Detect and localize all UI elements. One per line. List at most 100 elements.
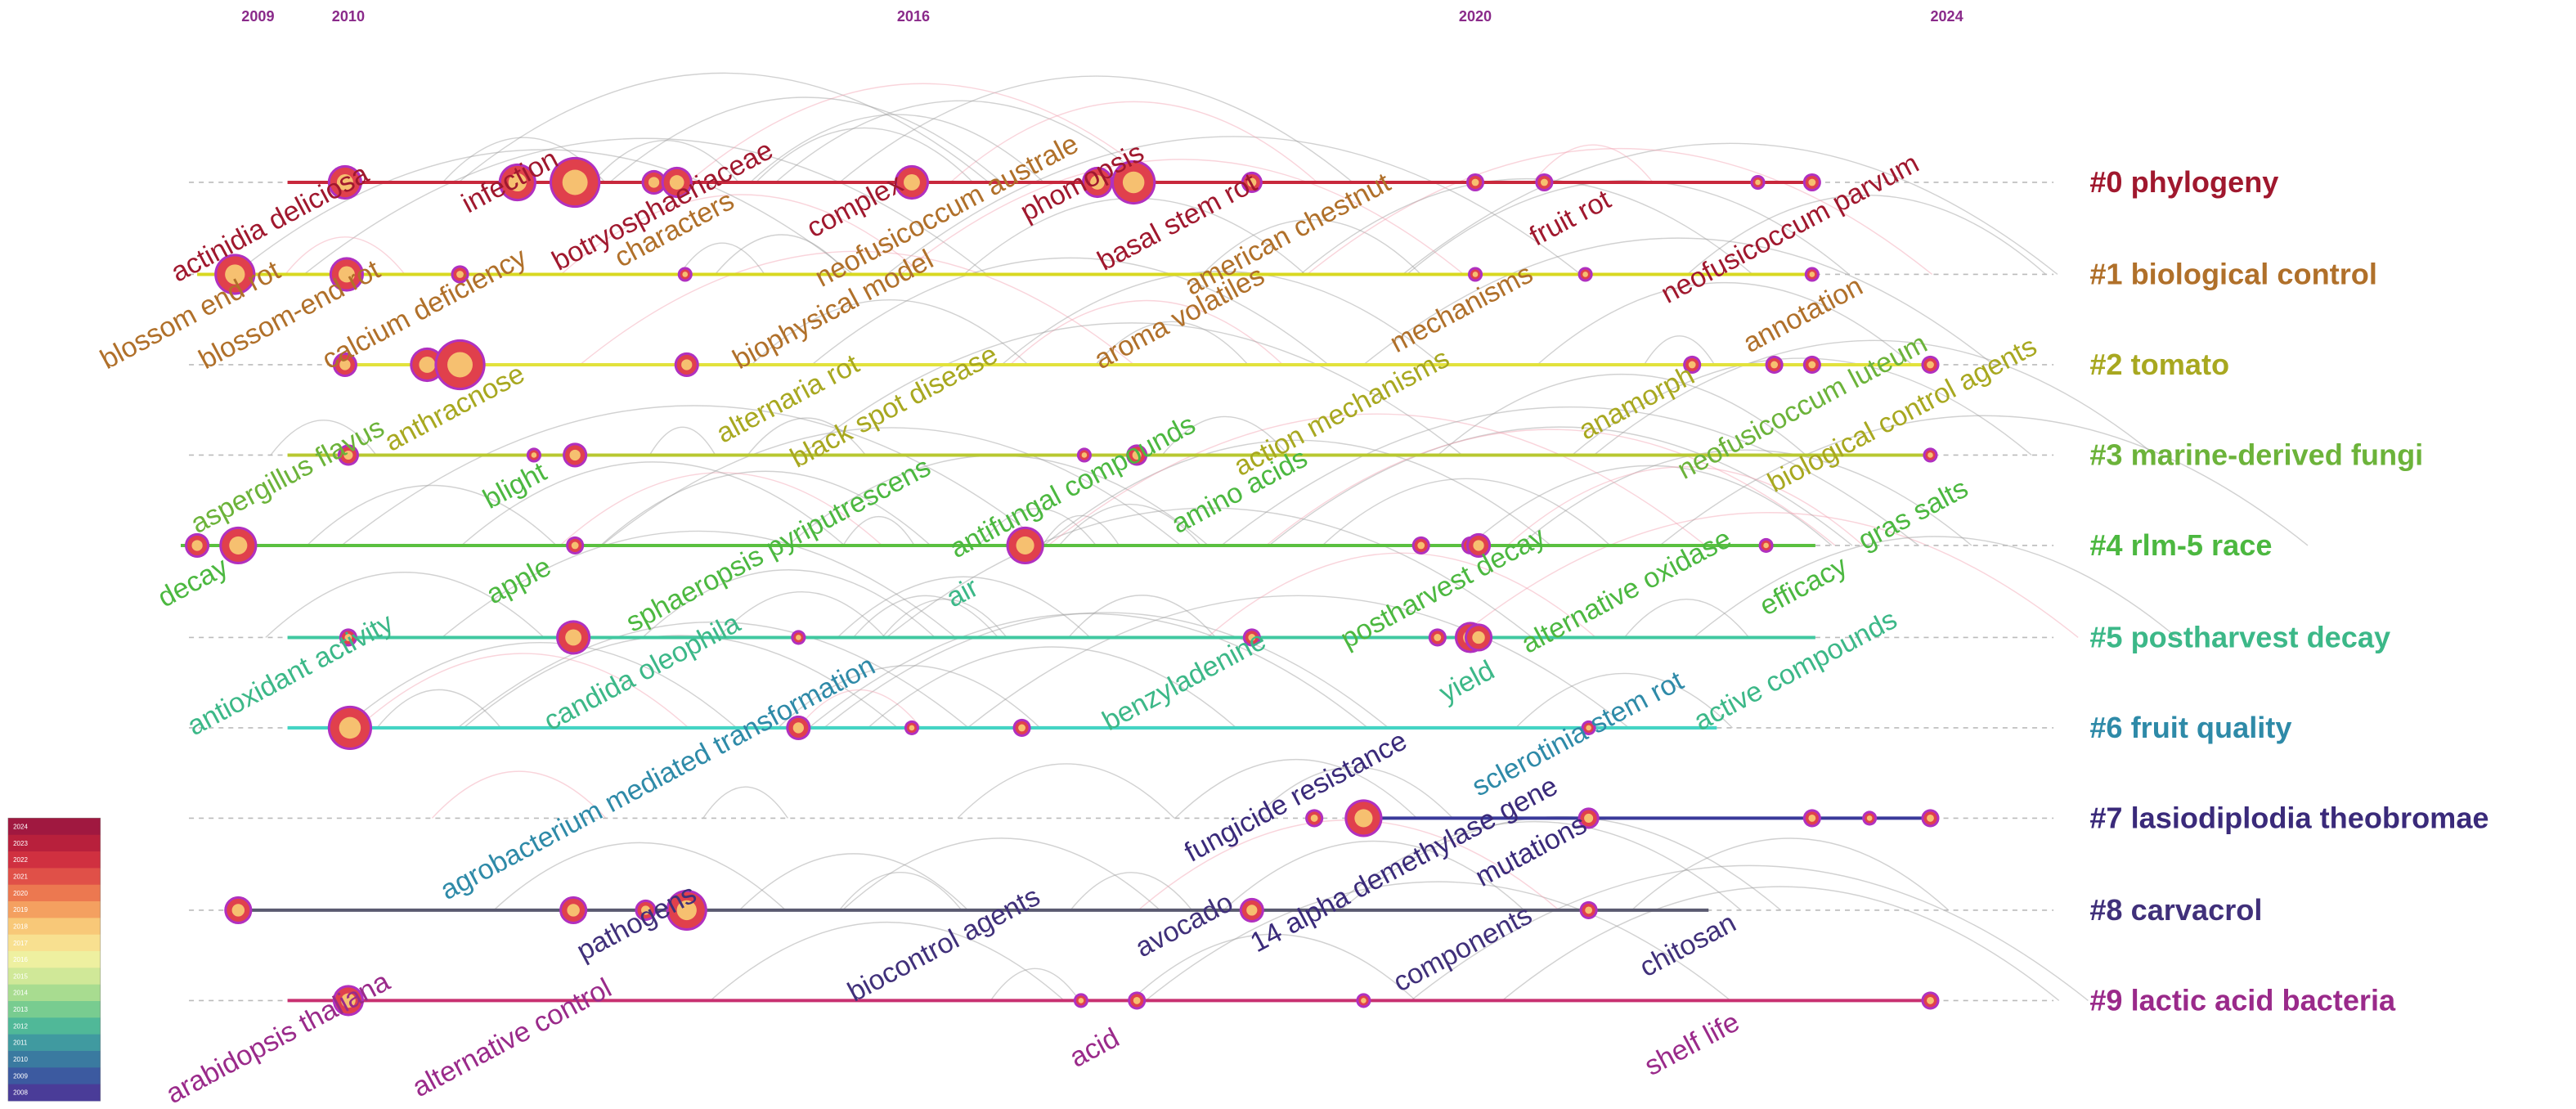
node-inner <box>1770 361 1779 369</box>
node-inner <box>796 635 801 640</box>
node-inner <box>456 271 464 278</box>
citation-arc <box>1537 281 1913 366</box>
keyword-node <box>894 164 930 200</box>
citation-arc <box>270 420 377 456</box>
citation-arc <box>808 613 1368 729</box>
legend-swatch <box>8 968 101 986</box>
citation-arc <box>811 257 1329 366</box>
citation-arc <box>842 515 915 546</box>
keyword-node <box>224 896 253 924</box>
keyword-node <box>1535 173 1554 192</box>
citation-arc <box>747 417 867 456</box>
citation-arc <box>431 770 607 819</box>
cluster-label: #6 fruit quality <box>2089 711 2291 744</box>
keyword-node <box>1802 173 1821 192</box>
legend-swatch <box>8 1017 101 1035</box>
legend-swatch <box>8 834 101 852</box>
keyword-node <box>337 444 359 466</box>
year-label: 2009 <box>241 8 274 25</box>
node-inner <box>1122 171 1145 194</box>
citation-arc <box>1223 840 1525 911</box>
citation-arc <box>1437 373 1806 456</box>
keyword-node <box>1921 809 1940 828</box>
keyword-node <box>185 532 210 559</box>
legend-label: 2013 <box>13 1006 28 1013</box>
citation-arc <box>341 405 1048 546</box>
node-inner <box>1361 998 1367 1003</box>
citation-arc <box>751 299 1029 366</box>
citation-arc <box>1328 821 1742 911</box>
node-inner <box>1434 634 1442 641</box>
legend-label: 2008 <box>13 1089 28 1097</box>
lanes <box>181 180 2054 1003</box>
node-inner <box>1927 815 1934 822</box>
keyword-node <box>661 166 693 199</box>
citation-arc <box>1265 429 1836 546</box>
citation-arc <box>306 484 557 546</box>
keyword-node <box>1242 628 1261 647</box>
keyword-node <box>1467 267 1483 282</box>
node-inner <box>1310 815 1318 822</box>
keyword-node <box>1073 993 1088 1008</box>
node-inner <box>1471 178 1479 186</box>
keyword-label: aspergillus flavus <box>186 411 389 539</box>
citation-arc <box>1519 449 1972 546</box>
citation-arc <box>457 621 969 729</box>
arcs <box>234 72 2309 1001</box>
cluster-label: #4 rlm-5 race <box>2089 528 2272 562</box>
keyword-node <box>1126 444 1148 466</box>
citation-arc <box>1410 864 2089 1001</box>
keyword-node <box>498 163 536 202</box>
citation-arc <box>1068 595 1217 638</box>
node-inner <box>1585 906 1593 914</box>
node-inner <box>571 541 579 550</box>
keyword-label: anamorph <box>1574 360 1700 447</box>
citation-arc <box>839 75 1353 183</box>
keyword-node <box>526 447 541 463</box>
keyword-node <box>1305 809 1324 828</box>
citation-arc <box>285 236 406 275</box>
node-inner <box>336 174 353 191</box>
keyword-node <box>1750 174 1766 191</box>
citation-arc <box>1623 599 1750 638</box>
citation-arc <box>687 83 1159 183</box>
legend-label: 2012 <box>13 1022 28 1030</box>
node-inner <box>344 634 352 641</box>
legend-swatch <box>8 1050 101 1068</box>
keyword-node <box>410 347 445 383</box>
citation-arc <box>1043 439 1551 546</box>
node-inner <box>231 904 245 917</box>
citation-arc <box>601 427 1182 546</box>
cluster-label: #8 carvacrol <box>2089 893 2262 927</box>
keyword-label: antifungal compounds <box>945 409 1200 564</box>
legend-swatch <box>8 901 101 918</box>
citation-arc <box>1070 872 1193 911</box>
keyword-node <box>214 254 256 295</box>
node-inner <box>1584 813 1594 823</box>
citation-arc <box>886 507 1533 638</box>
node-inner <box>1472 272 1479 277</box>
node-inner <box>1809 272 1815 277</box>
keyword-node <box>1128 991 1147 1010</box>
legend-swatch <box>8 1034 101 1052</box>
citation-arc <box>1593 339 2156 456</box>
node-inner <box>1133 996 1141 1004</box>
citation-arc <box>1161 415 1289 456</box>
citation-arc <box>1048 413 1706 546</box>
node-inner <box>1808 361 1816 369</box>
keyword-node <box>1683 355 1702 375</box>
citation-arc <box>1406 180 1850 276</box>
node-inner <box>682 272 689 277</box>
node-inner <box>1246 905 1258 916</box>
node-inner <box>531 452 537 458</box>
keyword-node <box>1465 173 1485 192</box>
keyword-label: fungicide resistance <box>1179 725 1411 869</box>
keyword-node <box>1923 447 1938 463</box>
keyword-node <box>666 889 707 932</box>
citation-arc <box>1631 837 1950 911</box>
citation-arc <box>234 149 854 276</box>
citation-arc <box>592 139 739 183</box>
keyword-label: apple <box>482 551 557 611</box>
citation-arc <box>749 114 1044 183</box>
node-inner <box>1586 725 1591 731</box>
